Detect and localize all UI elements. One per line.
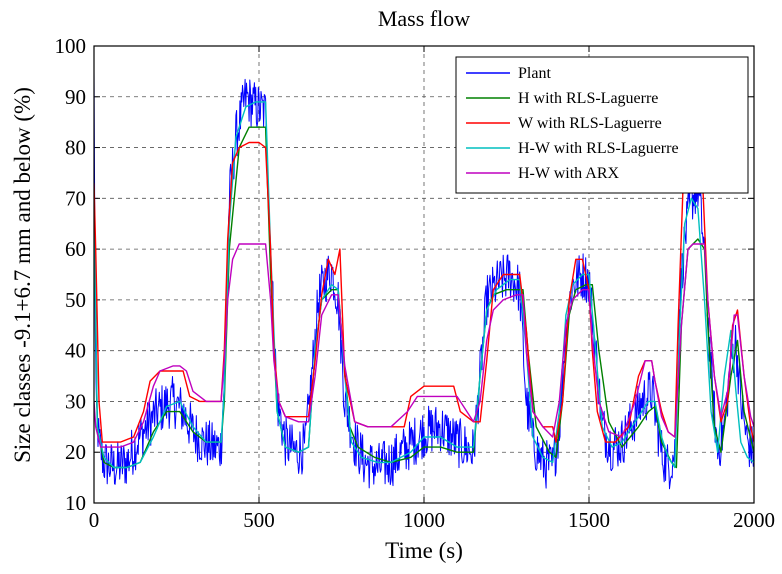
x-tick-label: 2000 — [733, 508, 775, 532]
y-tick-label: 20 — [65, 440, 86, 464]
series-line-h-w-with-arx — [94, 243, 754, 448]
legend-entry-label: Plant — [518, 65, 551, 82]
y-tick-label: 100 — [55, 34, 87, 58]
x-tick-label: 1000 — [403, 508, 445, 532]
legend-box — [455, 56, 749, 194]
x-axis-label: Time (s) — [385, 538, 463, 563]
legend-entry-label: H with RLS-Laguerre — [518, 90, 658, 107]
y-tick-label: 80 — [65, 136, 86, 160]
y-axis-label: Size classes -9.1+6.7 mm and below (%) — [10, 87, 35, 463]
chart-title: Mass flow — [378, 6, 470, 31]
x-tick-label: 1500 — [568, 508, 610, 532]
y-tick-label: 10 — [65, 491, 86, 515]
y-tick-label: 70 — [65, 186, 86, 210]
plot-frame — [93, 45, 755, 504]
axis-ticks: 0 500 1000 1500 2000 10 20 30 40 50 60 70 80 90 100 — [55, 34, 776, 532]
legend-entry-label: H-W with RLS-Laguerre — [518, 140, 679, 157]
y-tick-label: 60 — [65, 237, 86, 261]
y-tick-label: 40 — [65, 339, 86, 363]
y-tick-label: 30 — [65, 389, 86, 413]
legend-entry-label: H-W with ARX — [518, 165, 619, 182]
series-line-plant — [94, 68, 754, 490]
x-tick-label: 500 — [243, 508, 275, 532]
legend-entry-label: W with RLS-Laguerre — [518, 115, 662, 132]
y-tick-label: 50 — [65, 288, 86, 312]
x-tick-label: 0 — [89, 508, 100, 532]
y-tick-label: 90 — [65, 85, 86, 109]
series-group — [94, 68, 754, 490]
grid-lines — [94, 46, 754, 503]
legend: Plant H with RLS-Laguerre W with RLS-Lague… — [455, 56, 749, 194]
